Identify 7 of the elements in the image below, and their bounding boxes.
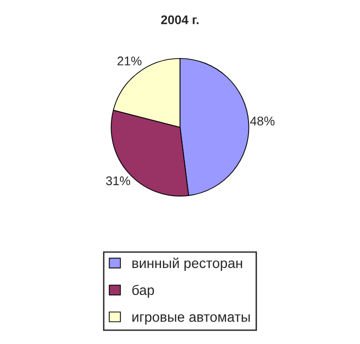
legend-label: бар (132, 284, 154, 298)
data-label: 31% (106, 176, 130, 186)
data-label: 21% (118, 56, 142, 66)
data-label: 48% (250, 116, 274, 126)
legend-label: игровые автоматы (132, 314, 250, 325)
legend-label: винный ресторан (132, 258, 242, 271)
chart-title: 2004 г. (161, 15, 198, 24)
